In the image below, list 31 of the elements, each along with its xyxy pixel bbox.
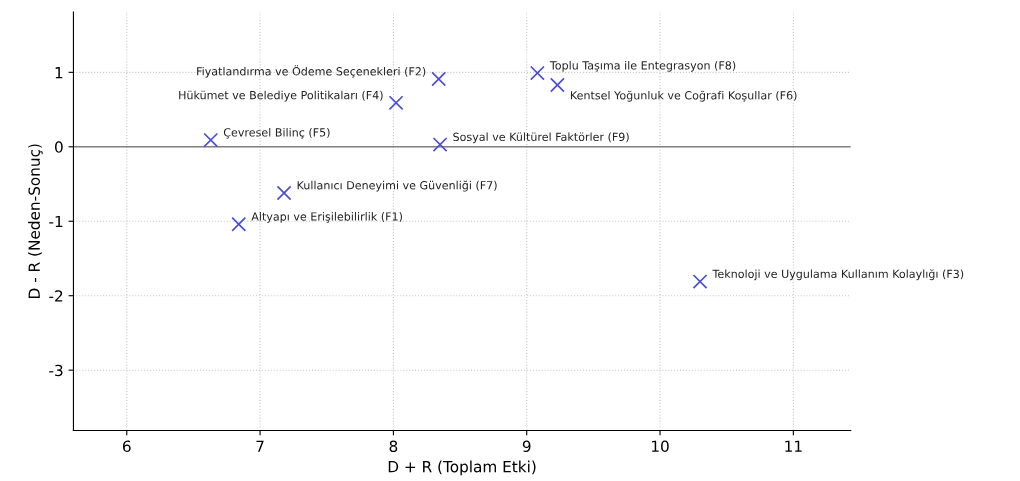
point [231, 216, 247, 232]
annotation: Kullanıcı Deneyimi ve Güvenliği (F7) [297, 180, 497, 192]
x-tick-label: 10 [651, 440, 669, 453]
y-tick-label: -3 [49, 364, 63, 377]
x-tick-label: 6 [122, 440, 131, 453]
y-tick-label: 0 [55, 141, 63, 153]
y-tick-label: -2 [49, 290, 63, 302]
point [276, 185, 292, 201]
point [431, 71, 447, 87]
point [692, 274, 708, 289]
x-tick-label: 7 [256, 440, 264, 452]
point [432, 137, 448, 152]
x-tick-label: 8 [389, 440, 398, 453]
annotation: Çevresel Bilinç (F5) [223, 127, 330, 139]
annotation: Toplu Taşıma ile Entegrasyon (F8) [549, 60, 736, 72]
x-tick-label: 9 [522, 440, 531, 453]
y-tick-label: 1 [55, 67, 63, 79]
annotation: Fiyatlandırma ve Ödeme Seçenekleri (F2) [197, 65, 426, 78]
point [203, 132, 219, 148]
x-axis-title: D + R (Toplam Etki) [388, 460, 536, 476]
annotation: Altyapı ve Erişilebilirlik (F1) [251, 212, 402, 223]
annotation: Hükümet ve Belediye Politikaları (F4) [179, 90, 383, 102]
annotation: Sosyal ve Kültürel Faktörler (F9) [453, 132, 629, 144]
y-axis-title: D - R (Neden-Sonuç) [28, 144, 43, 298]
point [529, 65, 545, 81]
annotation: Kentsel Yoğunluk ve Coğrafi Koşullar (F6) [570, 90, 797, 102]
annotation: Teknoloji ve Uygulama Kullanım Kolaylığı (F3) [712, 269, 964, 281]
y-tick-label: -1 [49, 215, 63, 228]
point [388, 95, 404, 111]
point [549, 77, 565, 93]
x-tick-label: 11 [785, 440, 802, 452]
